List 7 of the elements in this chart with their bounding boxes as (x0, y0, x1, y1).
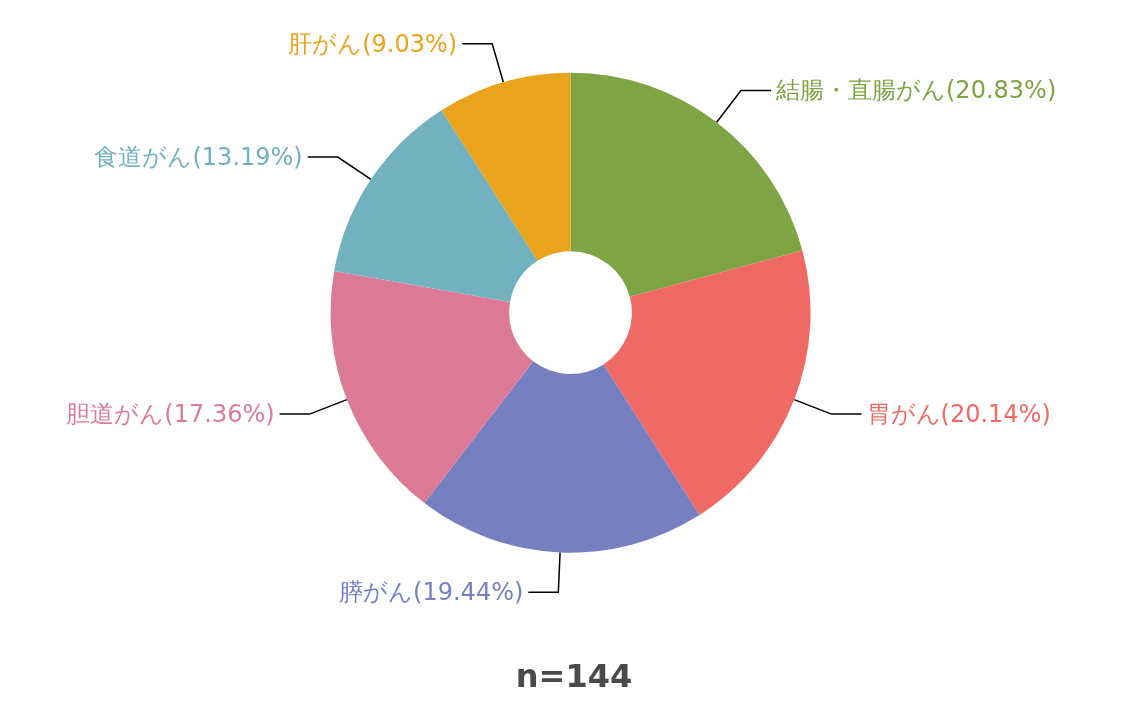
slice-label: 食道がん(13.19%) (94, 143, 303, 172)
text: n=144 (515, 657, 633, 695)
slice-label: 膵がん(19.44%) (339, 578, 524, 607)
slice-label: 肝がん(9.03%) (288, 29, 458, 58)
slice-label: 胆道がん(17.36%) (66, 400, 275, 429)
slice-label: 結腸・直腸がん(20.83%) (775, 76, 1057, 105)
slice-label: 胃がん(20.14%) (866, 400, 1051, 429)
